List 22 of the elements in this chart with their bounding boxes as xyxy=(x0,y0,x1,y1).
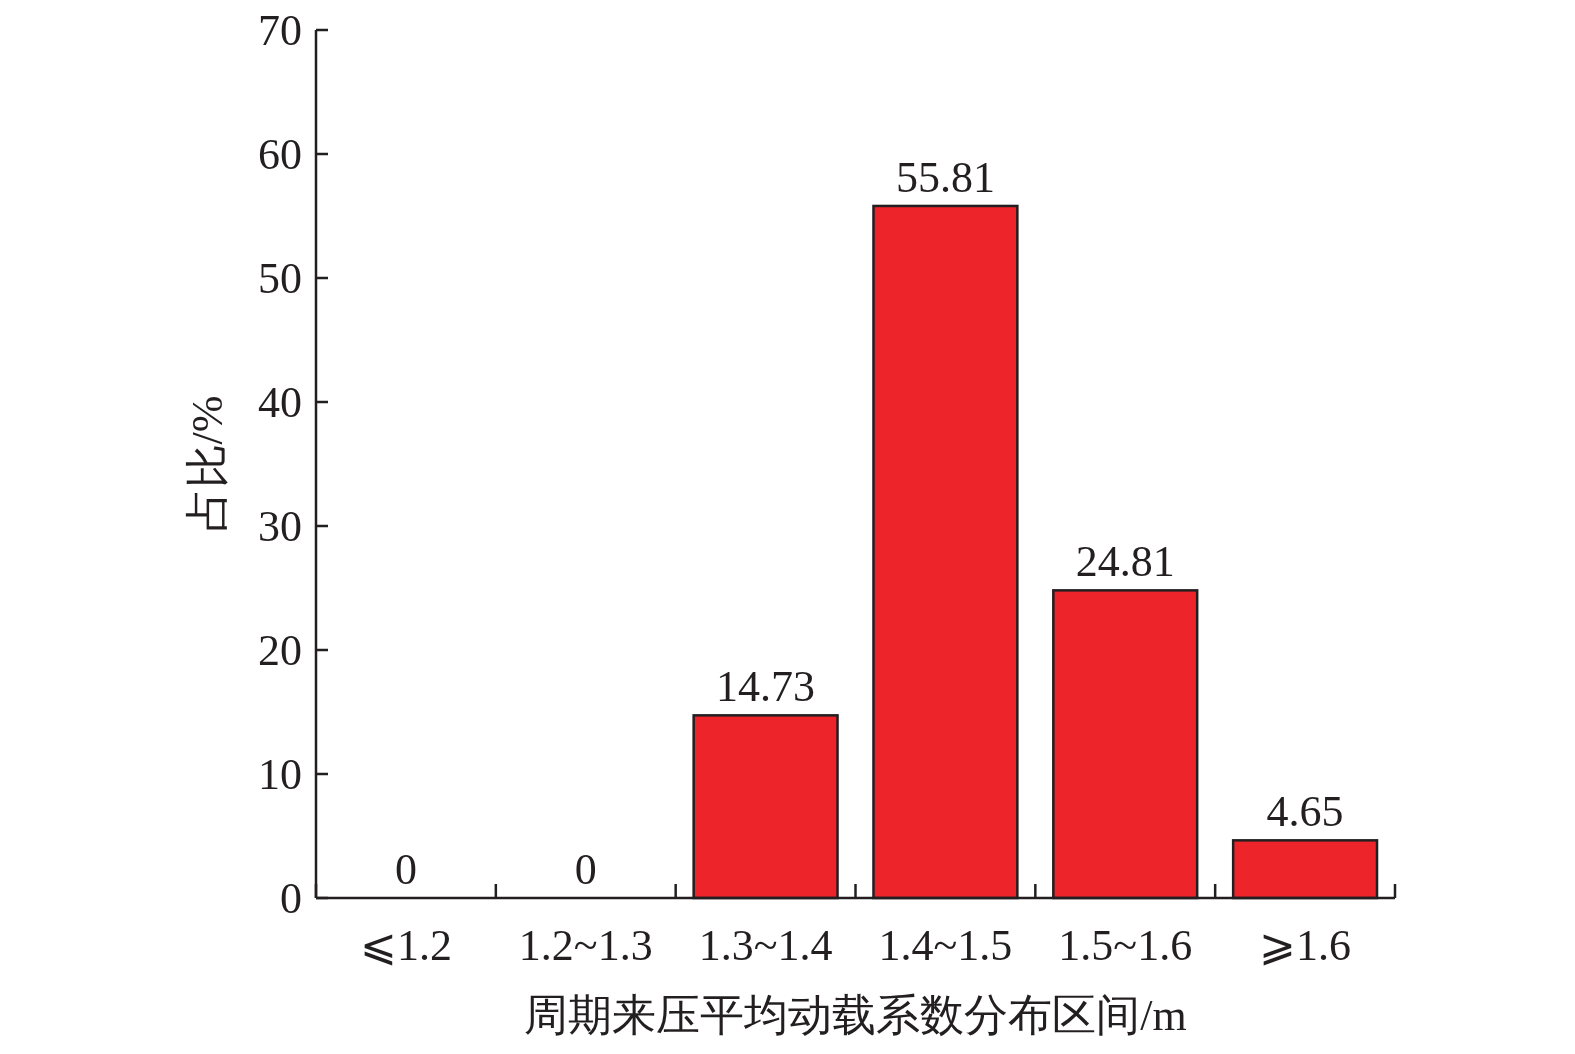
data-label: 24.81 xyxy=(1075,537,1175,587)
x-tick-label: 1.3~1.4 xyxy=(698,921,833,970)
data-label: 14.73 xyxy=(716,662,816,712)
data-label: 4.65 xyxy=(1266,787,1344,837)
y-axis-title: 占比/% xyxy=(183,395,232,533)
x-tick-label: 1.4~1.5 xyxy=(878,921,1013,970)
data-label: 0 xyxy=(394,845,417,894)
data-label: 55.81 xyxy=(895,152,995,202)
x-tick-label: ⩾1.6 xyxy=(1259,921,1352,970)
x-tick-label: ⩽1.2 xyxy=(359,921,452,970)
y-tick-label: 0 xyxy=(280,873,302,923)
y-tick-label: 30 xyxy=(258,501,302,551)
y-tick-label: 20 xyxy=(258,625,302,675)
y-tick-label: 70 xyxy=(258,5,302,55)
y-tick-label: 40 xyxy=(258,377,302,427)
x-tick-label: 1.5~1.6 xyxy=(1058,921,1193,970)
x-axis-title: 周期来压平均动载系数分布区间/m xyxy=(524,991,1187,1040)
y-tick-label: 60 xyxy=(258,129,302,179)
y-tick-label: 10 xyxy=(258,749,302,799)
x-tick-label: 1.2~1.3 xyxy=(518,921,653,970)
y-tick-label: 50 xyxy=(258,253,302,303)
data-label: 0 xyxy=(574,845,597,894)
